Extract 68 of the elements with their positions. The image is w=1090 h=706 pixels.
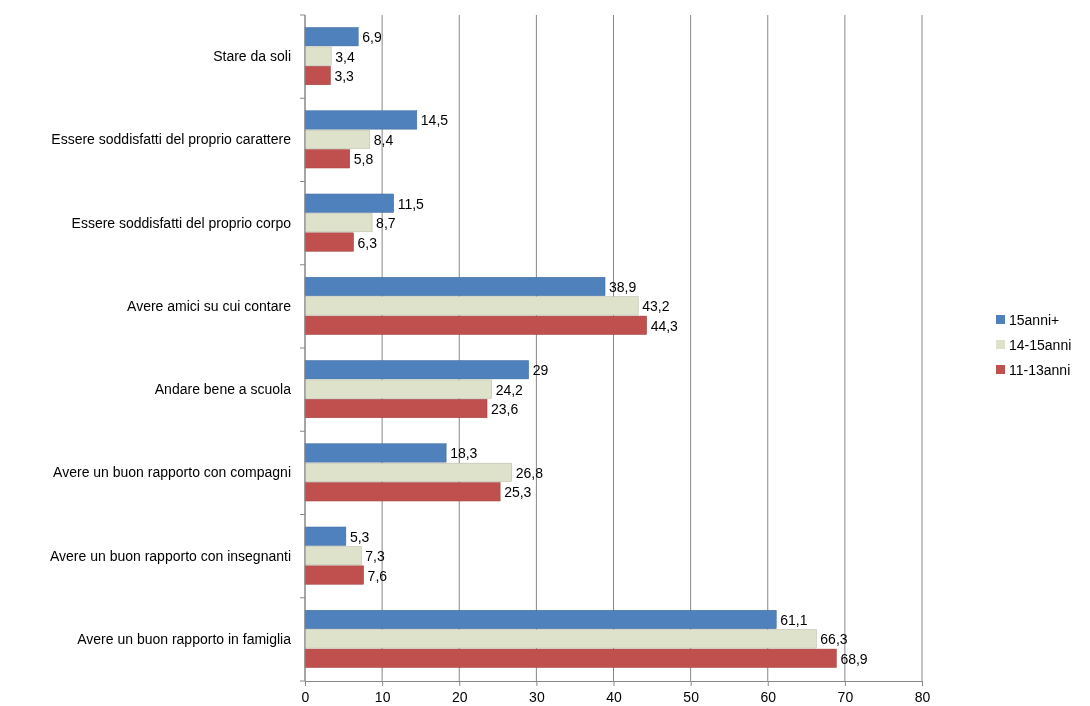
data-label: 68,9: [840, 650, 868, 667]
bar: [304, 526, 347, 546]
x-tick-label: 30: [529, 688, 545, 705]
data-label: 7,6: [367, 567, 388, 584]
y-tick-label: Andare bene a scuola: [154, 381, 292, 398]
bar: [304, 149, 350, 169]
y-tick-label: Avere un buon rapporto con compagni: [53, 464, 291, 481]
data-label: 11,5: [397, 195, 425, 212]
data-label: 24,2: [495, 381, 524, 398]
x-tick-label: 10: [374, 688, 391, 705]
x-tick-label: 0: [301, 688, 310, 705]
data-label: 23,6: [491, 401, 519, 418]
data-label: 25,3: [504, 484, 532, 501]
bar: [304, 399, 488, 419]
y-tick-label: Essere soddisfatti del proprio carattere: [51, 131, 292, 148]
legend-label: 14-15anni: [1009, 337, 1072, 353]
bar: [304, 462, 512, 482]
x-tick-label: 20: [451, 688, 468, 705]
bar: [304, 213, 373, 233]
x-tick-label: 40: [606, 688, 622, 705]
data-label: 7,3: [365, 548, 385, 565]
bar: [304, 66, 331, 86]
bar: [304, 565, 364, 585]
data-label: 8,4: [373, 131, 394, 148]
y-tick-label: Essere soddisfatti del proprio corpo: [71, 214, 292, 231]
data-label: 66,3: [820, 631, 848, 648]
data-label: 3,4: [335, 48, 355, 65]
bar: [304, 110, 418, 130]
bar: [304, 546, 362, 566]
x-tick-label: 50: [683, 688, 700, 705]
y-tick-label: Stare da soli: [213, 48, 291, 65]
x-tick-label: 70: [837, 688, 854, 705]
bar: [304, 27, 359, 47]
data-label: 5,8: [353, 151, 374, 168]
bar: [304, 379, 492, 399]
bar: [304, 648, 837, 668]
bar: [304, 46, 332, 66]
bar: [304, 129, 371, 149]
bar: [304, 276, 606, 296]
data-label: 6,9: [362, 29, 382, 46]
x-tick-label: 80: [914, 688, 931, 705]
bar: [304, 629, 817, 649]
legend-label: 11-13anni: [1009, 362, 1071, 378]
x-tick-label: 60: [760, 688, 777, 705]
y-tick-label: Avere un buon rapporto in famiglia: [77, 630, 292, 647]
data-label: 26,8: [515, 464, 544, 481]
data-label: 44,3: [650, 317, 679, 334]
data-label: 38,9: [609, 278, 637, 295]
bar: [304, 296, 639, 316]
bar: [304, 482, 501, 502]
data-label: 43,2: [642, 298, 670, 315]
legend-label: 15anni+: [1009, 312, 1060, 328]
y-tick-label: Avere un buon rapporto con insegnanti: [49, 547, 291, 564]
data-label: 14,5: [420, 112, 449, 129]
bar: [304, 315, 647, 335]
data-label: 5,3: [349, 528, 370, 545]
bar: [304, 609, 777, 629]
data-label: 8,7: [376, 215, 396, 232]
data-label: 29: [532, 362, 549, 379]
data-label: 18,3: [450, 445, 478, 462]
data-label: 61,1: [780, 611, 808, 628]
bar: [304, 232, 354, 252]
bar: [304, 193, 394, 213]
data-label: 3,3: [334, 68, 355, 85]
data-label: 6,3: [357, 234, 378, 251]
bar: [304, 360, 529, 380]
y-tick-label: Avere amici su cui contare: [127, 297, 292, 314]
bar: [304, 443, 447, 463]
